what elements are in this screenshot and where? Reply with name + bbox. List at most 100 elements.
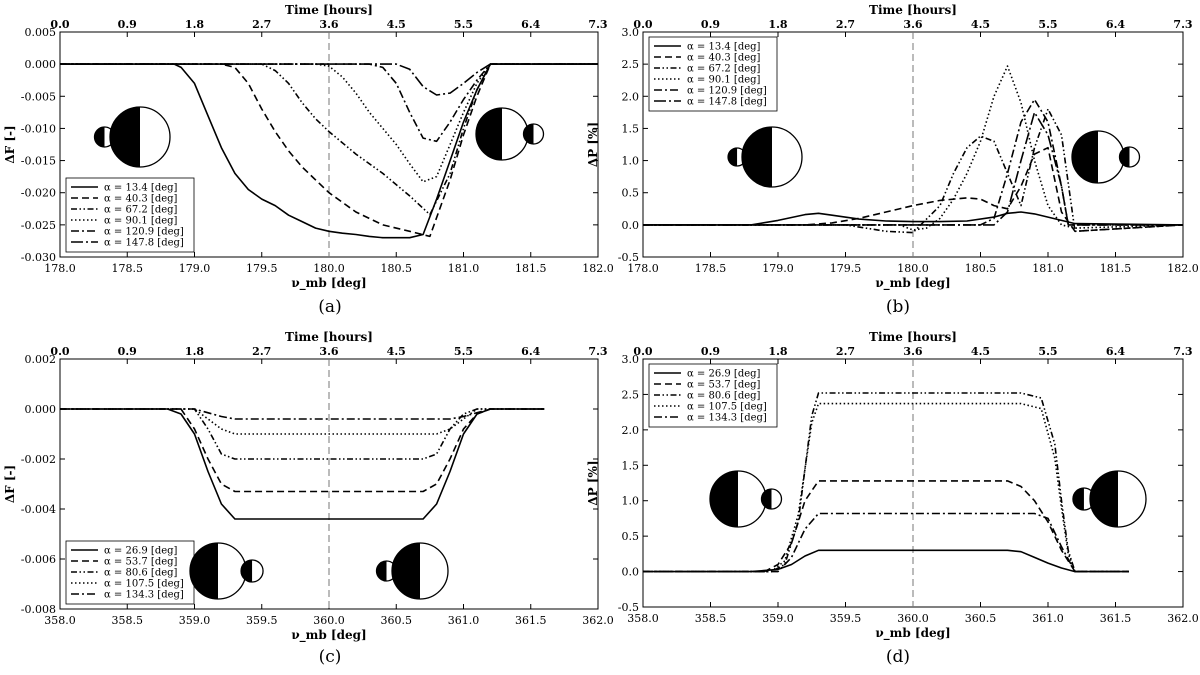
legend-label: α = 90.1 [deg] xyxy=(104,216,178,227)
body-dark-half xyxy=(1119,147,1130,167)
legend-label: α = 13.4 [deg] xyxy=(104,183,178,194)
x-tick-label: 361.0 xyxy=(1032,612,1064,625)
legend-label: α = 107.5 [deg] xyxy=(104,579,184,590)
panel-c: 358.0 358.5 359.0 359.5 360.0 360.5 361.0 361.5… xyxy=(3,330,614,667)
y-tick-label: 3.0 xyxy=(622,26,640,39)
x-tick-label: 182.0 xyxy=(1167,262,1199,275)
top-tick-label: 1.8 xyxy=(768,345,787,358)
series-line-3 xyxy=(643,108,1183,234)
top-tick-label: 2.7 xyxy=(252,345,271,358)
x-tick-label: 181.5 xyxy=(1100,262,1132,275)
eclipse-geometry-icon xyxy=(93,106,171,168)
top-tick-label: 4.5 xyxy=(387,18,406,31)
y-tick-label: 2.5 xyxy=(622,58,640,71)
x-tick-label: 360.5 xyxy=(965,612,997,625)
y-axis-title: ΔF [-] xyxy=(3,125,17,163)
x-tick-label: 180.0 xyxy=(897,262,929,275)
x-tick-label: 361.5 xyxy=(515,614,547,627)
series-line-2 xyxy=(643,480,1129,573)
panel-a: 178.0 178.5 179.0 179.5 180.0 180.5 181.0 181.5… xyxy=(3,3,614,317)
legend-label: α = 40.3 [deg] xyxy=(104,194,178,205)
y-tick-label: -0.002 xyxy=(21,453,56,466)
x-tick-label: 358.5 xyxy=(112,614,144,627)
legend-label: α = 147.8 [deg] xyxy=(104,238,184,249)
body-dark-half xyxy=(1072,131,1098,183)
series-line-2 xyxy=(643,146,1183,233)
x-tick-label: 179.0 xyxy=(762,262,794,275)
top-tick-label: 5.5 xyxy=(454,18,473,31)
series-line-4 xyxy=(60,408,545,435)
legend-label: α = 80.6 [deg] xyxy=(687,391,761,402)
legend-label: α = 120.9 [deg] xyxy=(687,86,767,97)
x-tick-label: 179.5 xyxy=(246,262,278,275)
top-tick-label: 0.0 xyxy=(633,345,652,358)
top-tick-label: 3.6 xyxy=(319,18,338,31)
body-dark-half xyxy=(710,471,738,527)
y-tick-label: 2.0 xyxy=(622,424,640,437)
body-dark-half xyxy=(376,561,387,581)
top-tick-label: 0.9 xyxy=(701,18,720,31)
x-tick-label: 181.5 xyxy=(515,262,547,275)
body-dark-half xyxy=(742,127,772,187)
y-axis-title: ΔP [%] xyxy=(586,122,600,167)
x-tick-label: 360.5 xyxy=(381,614,413,627)
series-line-5 xyxy=(643,98,1183,226)
top-tick-label: 2.7 xyxy=(252,18,271,31)
top-tick-label: 2.7 xyxy=(836,18,855,31)
x-tick-label: 358.0 xyxy=(627,612,659,625)
body-dark-half xyxy=(728,148,738,166)
top-tick-label: 7.3 xyxy=(1173,18,1192,31)
eclipse-geometry-icon xyxy=(1072,470,1147,528)
y-tick-label: -0.025 xyxy=(21,219,56,232)
legend-label: α = 26.9 [deg] xyxy=(687,369,761,380)
panel-caption: (a) xyxy=(318,297,341,317)
series-line-1 xyxy=(643,549,1129,573)
y-tick-label: -0.010 xyxy=(21,122,56,135)
series-line-3 xyxy=(60,408,545,460)
body-dark-half xyxy=(392,543,420,599)
x-tick-label: 359.0 xyxy=(762,612,794,625)
top-tick-label: 0.9 xyxy=(118,345,137,358)
series-line-5 xyxy=(60,408,545,420)
legend-label: α = 40.3 [deg] xyxy=(687,53,761,64)
legend-box xyxy=(65,177,195,253)
y-tick-label: 1.5 xyxy=(622,459,640,472)
y-tick-label: 0.000 xyxy=(25,403,57,416)
body-dark-half xyxy=(1090,471,1118,527)
series-line-4 xyxy=(643,402,1129,573)
top-tick-label: 0.9 xyxy=(118,18,137,31)
top-axis-title: Time [hours] xyxy=(869,3,957,17)
top-tick-label: 6.4 xyxy=(521,345,540,358)
legend-label: α = 80.6 [deg] xyxy=(104,568,178,579)
legend-label: α = 90.1 [deg] xyxy=(687,75,761,86)
y-tick-label: -0.005 xyxy=(21,90,56,103)
x-tick-label: 360.0 xyxy=(897,612,929,625)
legend-label: α = 13.4 [deg] xyxy=(687,42,761,53)
body-dark-half xyxy=(190,543,218,599)
legend: α = 26.9 [deg]α = 53.7 [deg]α = 80.6 [de… xyxy=(648,363,778,428)
legend: α = 26.9 [deg]α = 53.7 [deg]α = 80.6 [de… xyxy=(65,540,195,605)
top-tick-label: 0.0 xyxy=(633,18,652,31)
series-line-3 xyxy=(60,63,598,216)
top-tick-label: 6.4 xyxy=(1106,345,1125,358)
top-tick-label: 3.6 xyxy=(903,345,922,358)
eclipse-geometry-icon xyxy=(475,107,545,161)
y-axis-title: ΔF [-] xyxy=(3,465,17,503)
top-tick-label: 4.5 xyxy=(387,345,406,358)
x-tick-label: 360.0 xyxy=(313,614,345,627)
body-dark-half xyxy=(476,108,502,160)
top-tick-label: 5.5 xyxy=(1038,345,1057,358)
x-tick-label: 362.0 xyxy=(1167,612,1199,625)
legend-box xyxy=(648,36,778,112)
y-tick-label: -0.008 xyxy=(21,603,56,616)
legend-label: α = 120.9 [deg] xyxy=(104,227,184,238)
y-tick-label: 0.5 xyxy=(622,530,640,543)
x-tick-label: 181.0 xyxy=(1032,262,1064,275)
x-tick-label: 362.0 xyxy=(582,614,614,627)
x-tick-label: 182.0 xyxy=(582,262,614,275)
top-axis-title: Time [hours] xyxy=(285,330,373,344)
x-tick-label: 179.5 xyxy=(830,262,862,275)
body-dark-half xyxy=(761,489,772,509)
top-axis-title: Time [hours] xyxy=(869,330,957,344)
y-tick-label: -0.5 xyxy=(618,251,639,264)
